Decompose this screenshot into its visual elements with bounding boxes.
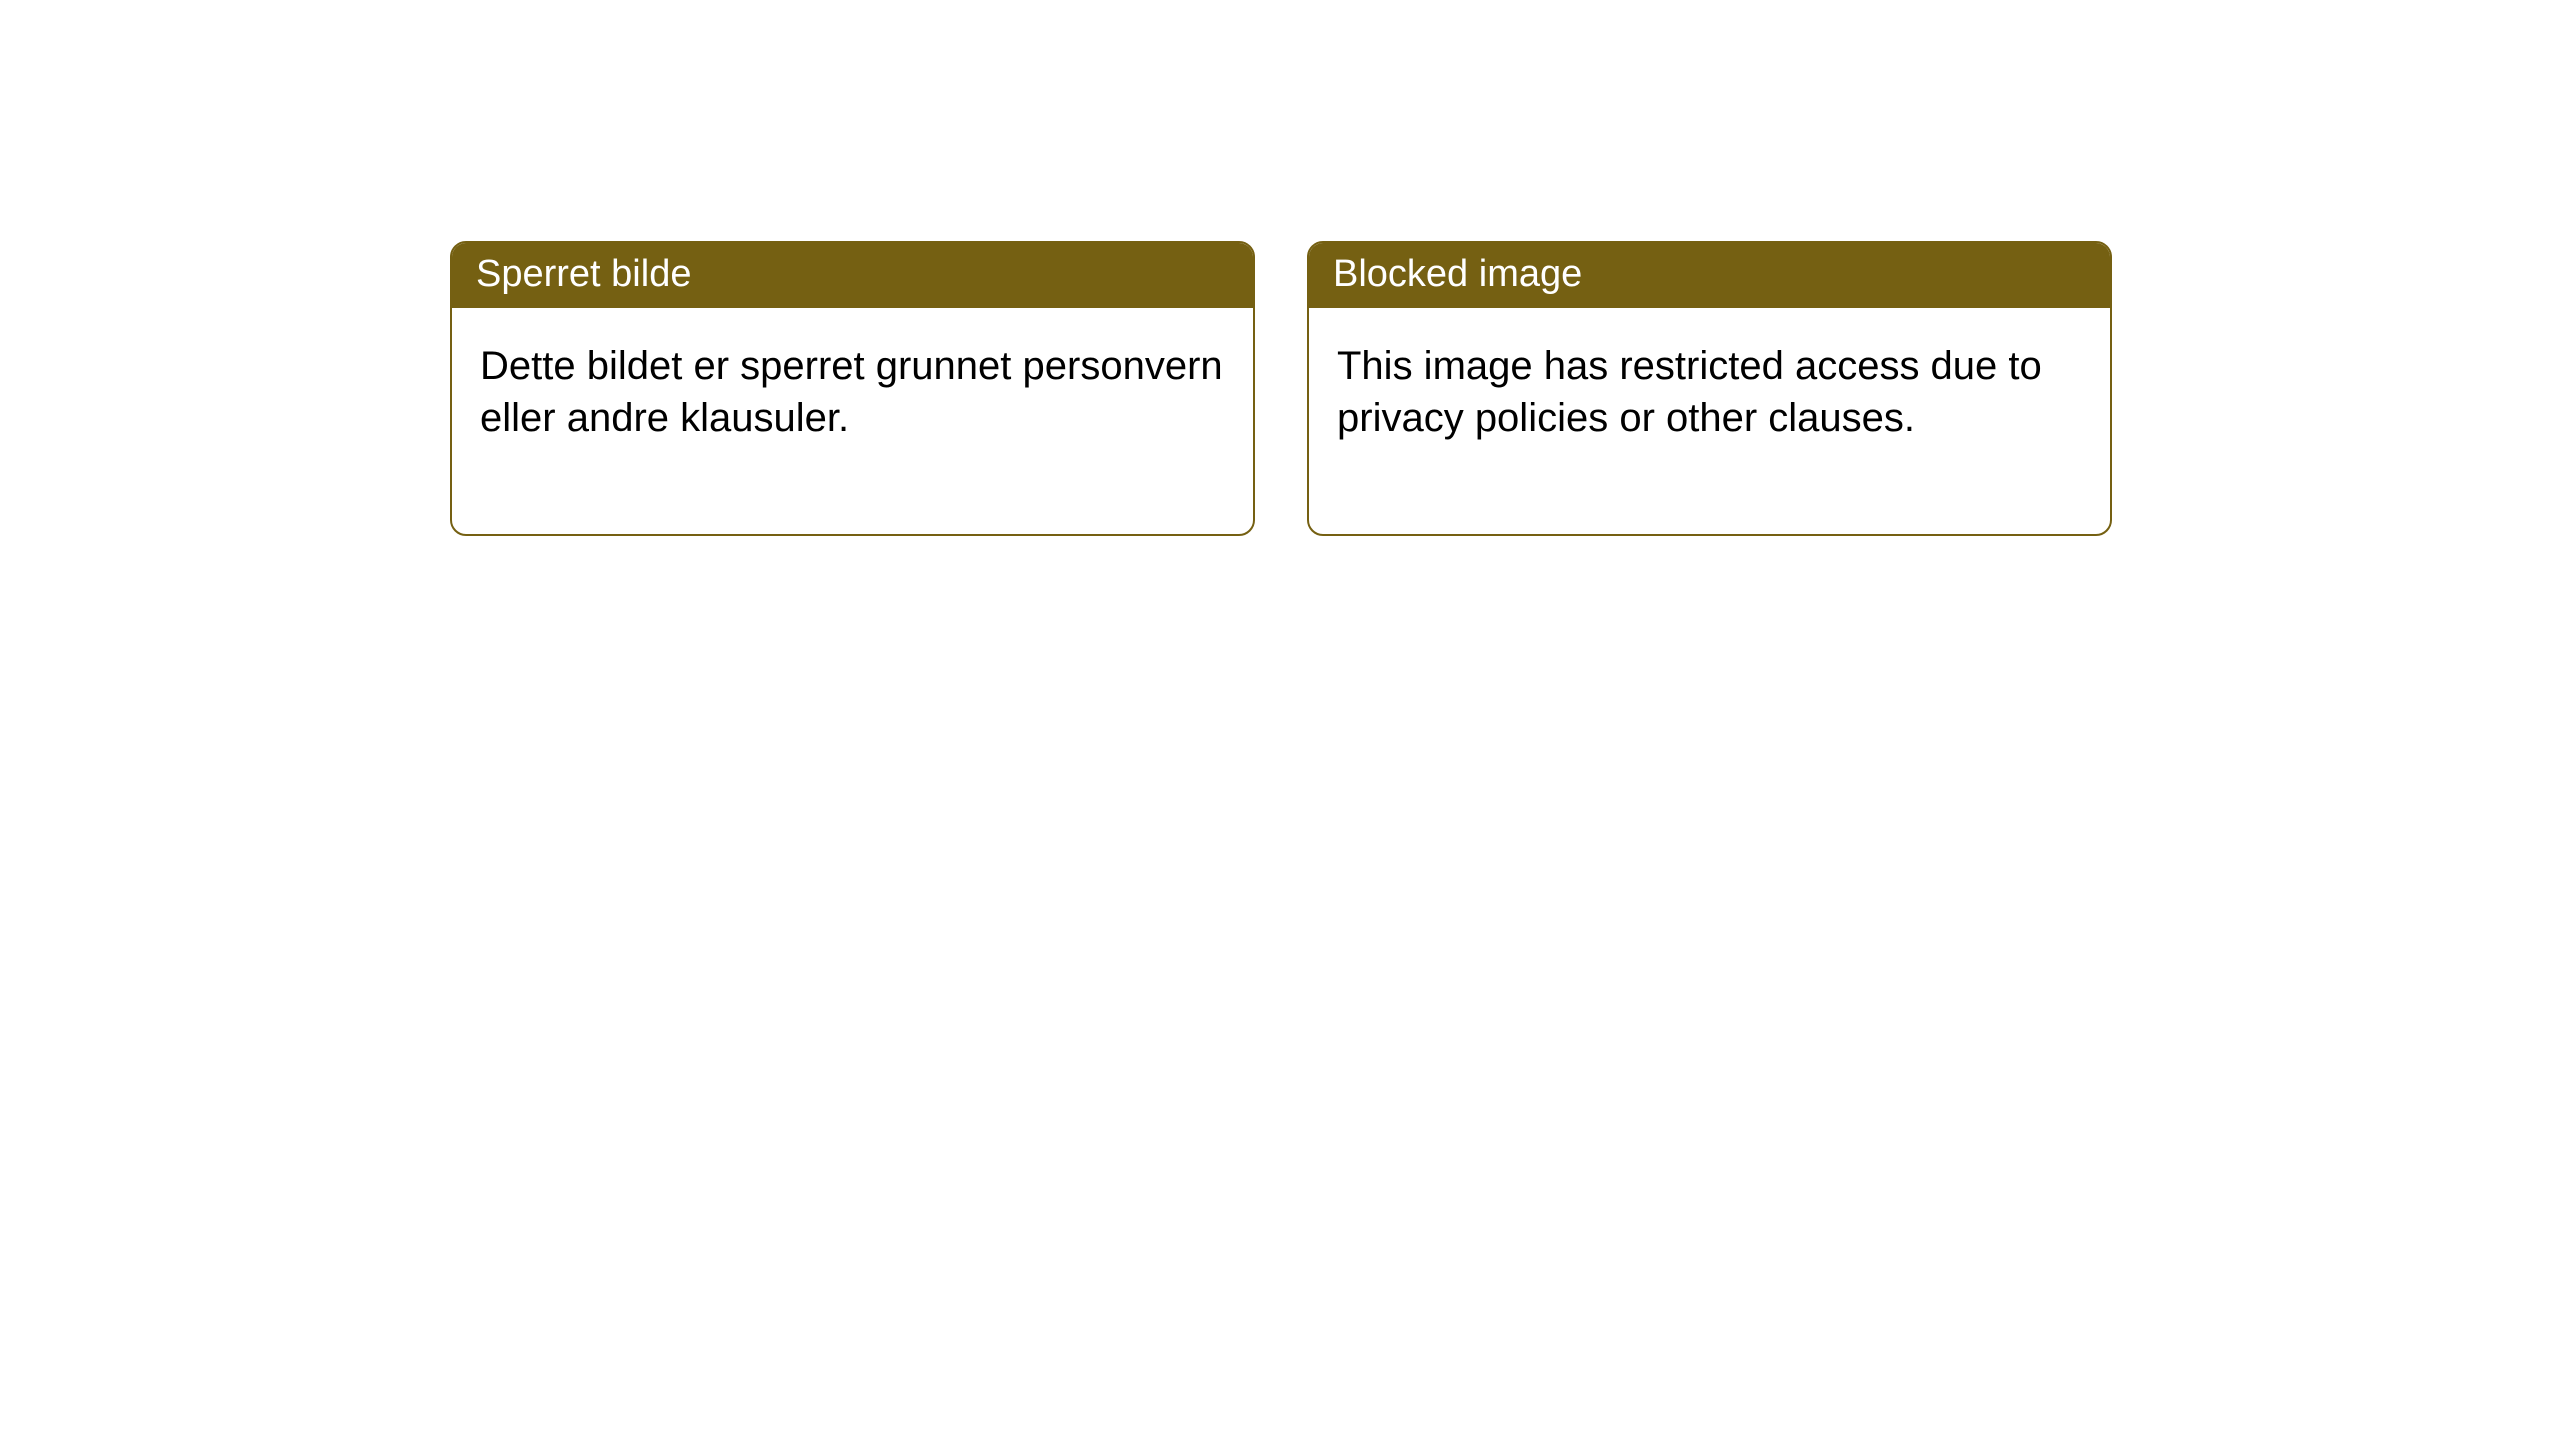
- notice-message: This image has restricted access due to …: [1337, 344, 2042, 440]
- notice-message: Dette bildet er sperret grunnet personve…: [480, 344, 1223, 440]
- notice-header: Blocked image: [1309, 243, 2110, 308]
- notice-card-norwegian: Sperret bilde Dette bildet er sperret gr…: [450, 241, 1255, 536]
- notice-body: Dette bildet er sperret grunnet personve…: [452, 308, 1253, 534]
- notice-container: Sperret bilde Dette bildet er sperret gr…: [0, 0, 2560, 536]
- notice-body: This image has restricted access due to …: [1309, 308, 2110, 534]
- notice-title: Blocked image: [1333, 253, 1582, 295]
- notice-title: Sperret bilde: [476, 253, 691, 295]
- notice-card-english: Blocked image This image has restricted …: [1307, 241, 2112, 536]
- notice-header: Sperret bilde: [452, 243, 1253, 308]
